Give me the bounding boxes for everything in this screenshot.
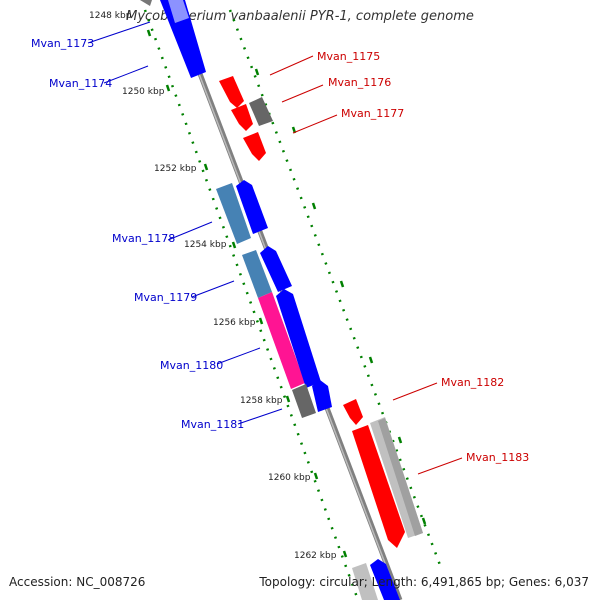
tick-mark-right <box>368 356 374 364</box>
tick-mark-right <box>254 68 260 76</box>
gene-mvan-1179-steelblue[interactable] <box>242 250 272 298</box>
tick-mark-1254 <box>231 241 237 249</box>
tick-label-1248: 1248 kbp <box>89 11 132 21</box>
tick-mark-right <box>397 436 403 444</box>
gene-mvan-1178-steelblue[interactable] <box>216 183 251 244</box>
tick-label-1250: 1250 kbp <box>122 87 165 97</box>
gene-label-mvan-1175[interactable]: Mvan_1175 <box>317 50 380 63</box>
leader-mvan-1181 <box>237 408 283 425</box>
gene-mvan-1180-pink[interactable] <box>258 292 305 389</box>
tick-mark-1252 <box>203 163 209 171</box>
gene-label-mvan-1178[interactable]: Mvan_1178 <box>112 232 175 245</box>
gene-mvan-1179[interactable] <box>260 246 292 292</box>
gene-mvan-1183[interactable] <box>352 425 405 548</box>
gene-mvan-1176-gray[interactable] <box>249 97 273 126</box>
gene-mvan-1183-gray-shade <box>378 418 423 536</box>
gene-bottom-gray <box>352 563 378 600</box>
gene-mvan-1178[interactable] <box>236 180 268 234</box>
leader-mvan-1177 <box>292 114 338 134</box>
gene-label-mvan-1182[interactable]: Mvan_1182 <box>441 376 504 389</box>
tick-mark-right <box>421 517 427 525</box>
tick-mark-right <box>339 280 345 288</box>
gene-mvan-1173-highlight <box>168 0 189 23</box>
tick-label-1262: 1262 kbp <box>294 551 337 561</box>
tick-label-1256: 1256 kbp <box>213 318 256 328</box>
gene-label-mvan-1176[interactable]: Mvan_1176 <box>328 76 391 89</box>
tick-label-1252: 1252 kbp <box>154 164 197 174</box>
tick-mark-right <box>311 202 317 210</box>
left-guide-line <box>143 9 360 600</box>
gene-mvan-1173[interactable] <box>160 0 206 78</box>
genome-stats-text: Topology: circular; Length: 6,491,865 bp… <box>259 575 589 589</box>
gene-mvan-1176[interactable] <box>231 104 253 131</box>
gene-label-mvan-1177[interactable]: Mvan_1177 <box>341 107 404 120</box>
tick-label-1258: 1258 kbp <box>240 396 283 406</box>
map-title: Mycobacterium vanbaalenii PYR-1, complet… <box>126 9 474 24</box>
gene-label-mvan-1174[interactable]: Mvan_1174 <box>49 77 112 90</box>
leader-mvan-1174 <box>103 65 149 84</box>
gene-mvan-1175[interactable] <box>219 76 244 108</box>
leader-mvan-1176 <box>281 84 324 103</box>
gene-mvan-1182[interactable] <box>343 399 363 425</box>
tick-mark-1248 <box>146 29 152 37</box>
tick-mark-1250 <box>165 84 171 92</box>
leader-mvan-1178 <box>167 221 213 241</box>
gene-mvan-1180[interactable] <box>276 289 321 388</box>
tick-mark-1256 <box>258 317 264 325</box>
leader-mvan-1183 <box>417 457 463 475</box>
tick-label-1260: 1260 kbp <box>268 473 311 483</box>
accession-text: Accession: NC_008726 <box>9 575 146 589</box>
leader-mvan-1173 <box>87 21 151 44</box>
gene-mvan-1181-gray[interactable] <box>292 384 316 418</box>
gene-bottom-blue <box>370 559 400 600</box>
gene-mvan-1181[interactable] <box>312 380 332 412</box>
leader-mvan-1179 <box>191 280 235 298</box>
gene-mvan-1177[interactable] <box>243 132 266 161</box>
gene-label-mvan-1179[interactable]: Mvan_1179 <box>134 291 197 304</box>
tick-mark-1262 <box>342 550 348 558</box>
gene-gray-top <box>140 0 152 6</box>
gene-label-mvan-1173[interactable]: Mvan_1173 <box>31 37 94 50</box>
leader-mvan-1182 <box>392 382 438 401</box>
gene-label-mvan-1180[interactable]: Mvan_1180 <box>160 359 223 372</box>
tick-label-1254: 1254 kbp <box>184 240 227 250</box>
gene-label-mvan-1181[interactable]: Mvan_1181 <box>181 418 244 431</box>
tick-mark-1258 <box>285 395 291 403</box>
gene-label-mvan-1183[interactable]: Mvan_1183 <box>466 451 529 464</box>
tick-mark-1260 <box>313 472 319 480</box>
leader-mvan-1180 <box>216 347 261 365</box>
leader-mvan-1175 <box>269 55 314 76</box>
